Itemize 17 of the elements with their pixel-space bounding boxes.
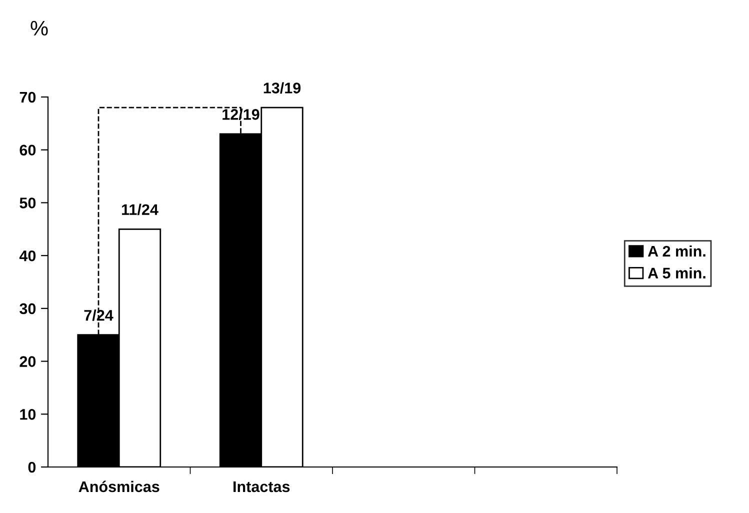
data-label: 12/19 [222, 108, 260, 120]
data-label: 13/19 [264, 82, 301, 94]
y-tick-label: 70 [20, 92, 36, 103]
y-tick-label: 10 [20, 409, 36, 420]
legend-label: A 5 min. [648, 267, 706, 279]
y-tick-label: 30 [20, 303, 36, 314]
y-tick-label: 0 [28, 462, 36, 473]
data-label: 7/24 [84, 310, 114, 321]
y-axis-title: % [30, 20, 48, 36]
legend-label: A 2 min. [648, 245, 706, 257]
data-label: 11/24 [122, 204, 158, 216]
y-tick-label: 20 [20, 356, 36, 367]
y-tick-label: 40 [19, 250, 36, 262]
x-tick-label: Anósmicas [78, 480, 160, 492]
y-tick-label: 50 [20, 198, 36, 208]
x-tick-label: Intactas [234, 481, 290, 492]
y-tick-label: 60 [20, 144, 36, 156]
